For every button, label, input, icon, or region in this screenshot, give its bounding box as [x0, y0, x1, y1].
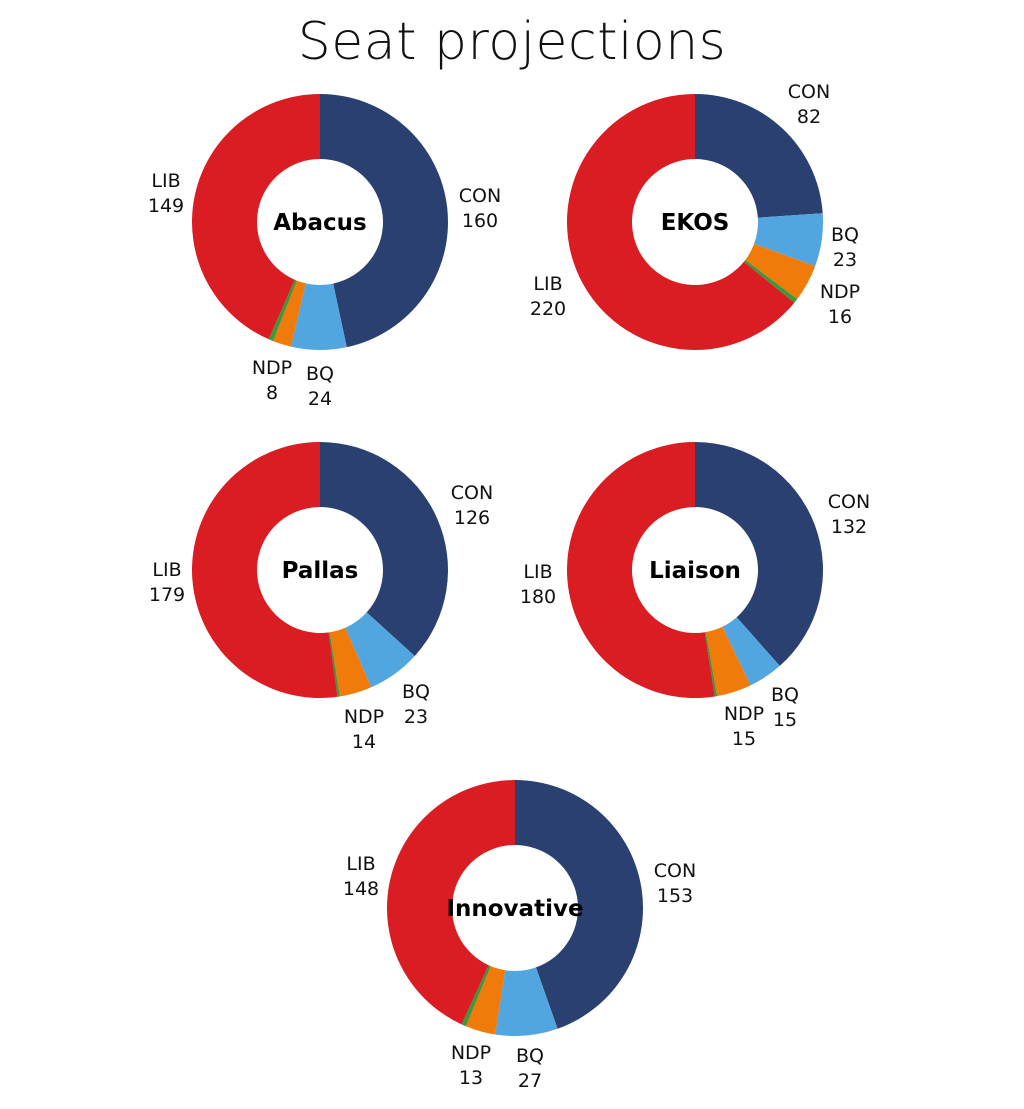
- slice-lib: [566, 442, 715, 698]
- data-label-bq: BQ 23: [402, 681, 430, 728]
- chart-center-label: Abacus: [273, 210, 366, 236]
- data-label-bq: BQ 24: [306, 363, 334, 410]
- data-label-lib: LIB 149: [148, 170, 184, 217]
- slice-ndp: [745, 243, 816, 300]
- slice-ndp: [705, 626, 751, 697]
- slice-bq: [754, 213, 823, 267]
- data-label-ndp: NDP 14: [344, 706, 384, 753]
- data-label-ndp: NDP 13: [451, 1042, 491, 1089]
- slice-grn: [743, 259, 798, 303]
- slice-lib: [192, 442, 338, 698]
- slice-ndp: [273, 280, 306, 347]
- chart-center-label: EKOS: [661, 210, 730, 236]
- data-label-lib: LIB 180: [520, 561, 556, 608]
- donut-chart-pallas: Pallas CON 126 BQ 23 NDP 14 LIB 179: [149, 442, 493, 753]
- data-label-lib: LIB 220: [530, 273, 566, 320]
- slice-lib: [192, 94, 320, 340]
- data-label-ndp: NDP 8: [252, 357, 292, 404]
- data-label-lib: LIB 179: [149, 559, 185, 606]
- slice-bq: [345, 612, 415, 688]
- data-label-con: CON 132: [828, 491, 870, 538]
- data-label-con: CON 126: [451, 482, 493, 529]
- slice-bq: [722, 617, 780, 686]
- slice-con: [695, 442, 823, 666]
- slice-con: [515, 780, 644, 1029]
- slice-con: [695, 94, 823, 218]
- slice-grn: [328, 632, 340, 697]
- slice-con: [320, 94, 448, 348]
- data-label-lib: LIB 148: [343, 853, 379, 900]
- data-label-bq: BQ 23: [831, 224, 859, 271]
- slice-grn: [268, 279, 297, 342]
- donut-chart-ekos: EKOS CON 82 BQ 23 NDP 16 LIB 220: [530, 81, 860, 350]
- data-label-ndp: NDP 15: [724, 703, 764, 750]
- slice-grn: [704, 632, 718, 697]
- chart-center-label: Pallas: [282, 558, 359, 584]
- slice-lib: [567, 94, 795, 350]
- slice-bq: [290, 283, 347, 350]
- data-label-con: CON 153: [654, 860, 696, 907]
- data-label-ndp: NDP 16: [820, 281, 860, 328]
- chart-center-label: Liaison: [649, 558, 741, 584]
- slice-con: [320, 442, 448, 657]
- data-label-con: CON 160: [459, 185, 501, 232]
- donut-chart-innovative: Innovative CON 153 BQ 27 NDP 13 LIB 148: [343, 780, 696, 1092]
- slice-bq: [495, 967, 558, 1036]
- slice-lib: [387, 780, 515, 1025]
- chart-center-label: Innovative: [446, 896, 583, 922]
- slice-grn: [461, 965, 491, 1027]
- slice-ndp: [465, 966, 506, 1035]
- data-label-bq: BQ 27: [516, 1045, 544, 1092]
- page-title: Seat projections: [297, 12, 727, 72]
- slice-ndp: [329, 627, 372, 697]
- data-label-bq: BQ 15: [771, 684, 799, 731]
- data-label-con: CON 82: [788, 81, 830, 128]
- donut-chart-abacus: Abacus CON 160 BQ 24 NDP 8 LIB 149: [148, 94, 501, 410]
